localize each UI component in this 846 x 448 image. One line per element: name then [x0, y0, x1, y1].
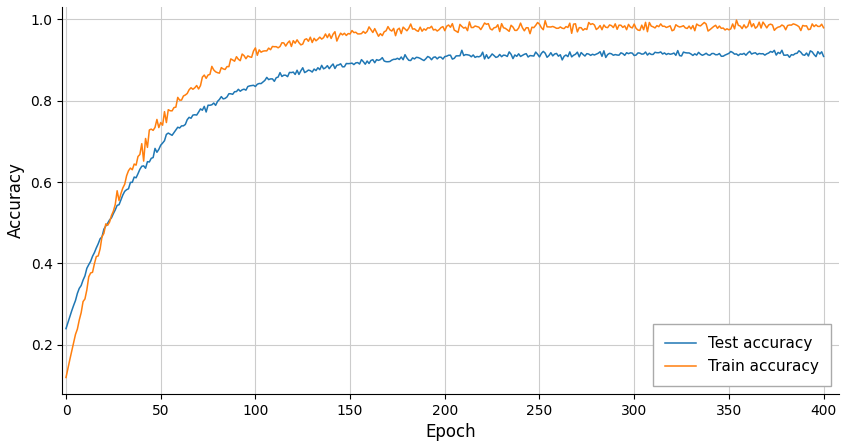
Train accuracy [544, 24, 554, 30]
Train accuracy [818, 25, 828, 30]
Train accuracy [159, 109, 169, 114]
Test accuracy [442, 53, 452, 59]
Line: Test accuracy: Test accuracy [66, 50, 823, 329]
Test accuracy [159, 138, 169, 143]
Test accuracy [618, 51, 628, 56]
Test accuracy [546, 50, 556, 56]
Y-axis label: Accuracy: Accuracy [7, 163, 25, 238]
Test accuracy [457, 47, 467, 53]
Test accuracy [818, 54, 828, 59]
Line: Train accuracy: Train accuracy [66, 20, 823, 378]
Train accuracy [61, 375, 71, 380]
Train accuracy [442, 24, 452, 29]
X-axis label: Epoch: Epoch [426, 423, 475, 441]
Train accuracy [732, 17, 742, 23]
Legend: Test accuracy, Train accuracy: Test accuracy, Train accuracy [653, 324, 831, 386]
Train accuracy [616, 22, 626, 28]
Test accuracy [478, 49, 488, 55]
Test accuracy [333, 62, 343, 68]
Test accuracy [61, 326, 71, 332]
Train accuracy [475, 27, 486, 32]
Train accuracy [333, 34, 343, 39]
